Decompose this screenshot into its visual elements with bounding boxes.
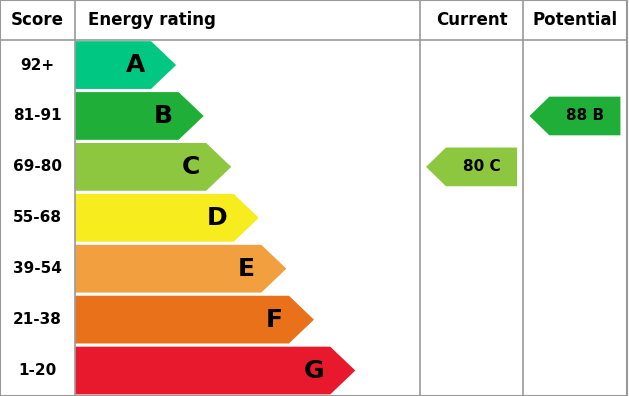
Text: Current: Current — [436, 11, 508, 29]
Text: Score: Score — [11, 11, 64, 29]
Text: 81-91: 81-91 — [13, 109, 62, 124]
Text: D: D — [207, 206, 228, 230]
Polygon shape — [75, 296, 314, 343]
Text: Potential: Potential — [532, 11, 618, 29]
Text: 69-80: 69-80 — [13, 159, 62, 174]
Text: A: A — [125, 53, 145, 77]
Polygon shape — [75, 194, 259, 242]
Text: 1-20: 1-20 — [18, 363, 57, 378]
Polygon shape — [75, 143, 231, 191]
Text: 39-54: 39-54 — [13, 261, 62, 276]
Text: 55-68: 55-68 — [13, 210, 62, 225]
Text: 80 C: 80 C — [463, 159, 500, 174]
Polygon shape — [75, 245, 286, 293]
Polygon shape — [426, 148, 517, 186]
Polygon shape — [530, 97, 620, 135]
Polygon shape — [75, 41, 176, 89]
Text: F: F — [265, 308, 282, 331]
Text: C: C — [182, 155, 200, 179]
Text: 21-38: 21-38 — [13, 312, 62, 327]
Text: G: G — [303, 358, 324, 383]
Text: Energy rating: Energy rating — [87, 11, 216, 29]
Polygon shape — [75, 92, 204, 140]
Polygon shape — [75, 346, 355, 394]
Text: 92+: 92+ — [21, 57, 55, 72]
Text: B: B — [153, 104, 172, 128]
Text: E: E — [238, 257, 255, 281]
Text: 88 B: 88 B — [566, 109, 604, 124]
